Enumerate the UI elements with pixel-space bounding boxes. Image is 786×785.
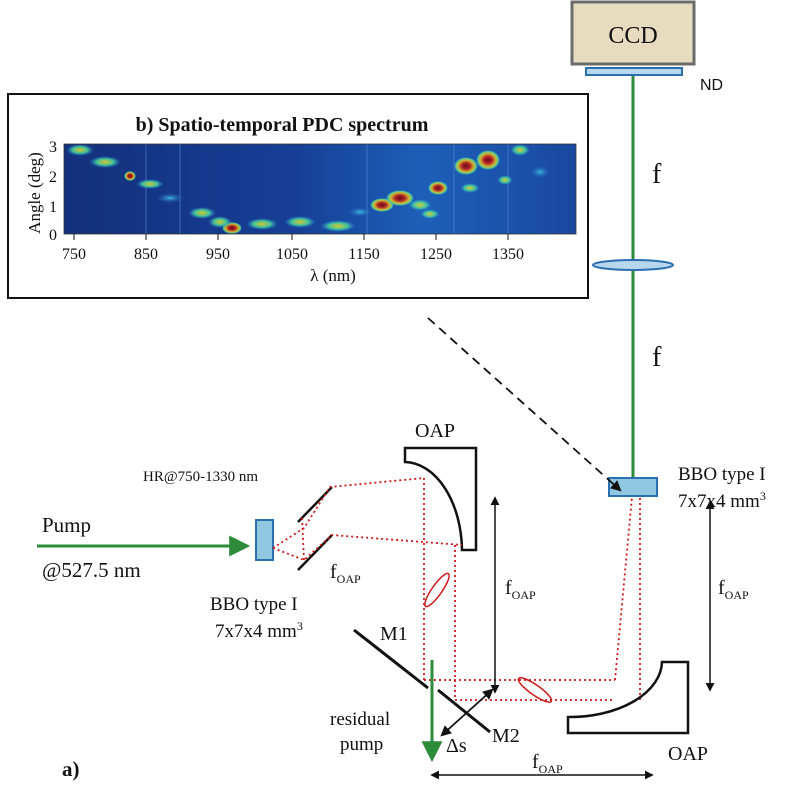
hr-mirror-upper <box>297 486 333 523</box>
inset-x-tick-1250: 1250 <box>420 246 452 263</box>
inset-pointer-line <box>427 317 622 492</box>
bbo-right-size: 7x7x4 mm3 <box>678 489 766 512</box>
residual-pump-label-1: residual <box>330 709 390 730</box>
m1-label: M1 <box>380 623 408 645</box>
focal-length-f-bottom: f <box>652 342 662 373</box>
inset-x-tick-1350: 1350 <box>492 246 524 263</box>
inset-x-axis-label: λ (nm) <box>310 266 356 285</box>
f-oap-label-bottom: fOAP <box>532 751 563 776</box>
delta-s-label: Δs <box>446 735 467 757</box>
f-oap-label-right: fOAP <box>718 577 749 602</box>
mirror-m2 <box>437 688 491 734</box>
inset-x-tick-950: 950 <box>206 246 230 263</box>
cylindrical-lens-horizontal <box>517 677 553 703</box>
hr-mirror-label: HR@750-1330 nm <box>143 469 258 485</box>
inset-title: b) Spatio-temporal PDC spectrum <box>136 114 429 136</box>
bbo-crystal-left <box>255 519 274 561</box>
mirror-m1 <box>353 628 429 690</box>
bbo-right-type: BBO type I <box>678 464 766 485</box>
cylindrical-lens-vertical <box>424 572 450 608</box>
pump-label: Pump <box>42 513 91 537</box>
inset-y-tick-2: 2 <box>49 169 57 186</box>
oap-bottom-label: OAP <box>668 743 708 765</box>
inset-x-tick-750: 750 <box>62 246 86 263</box>
pump-wavelength-label: @527.5 nm <box>42 558 141 582</box>
focal-length-f-top: f <box>652 159 662 190</box>
inset-y-tick-1: 1 <box>49 199 57 216</box>
nd-filter <box>585 67 683 76</box>
ccd-label: CCD <box>608 23 657 49</box>
bbo-crystal-right <box>608 477 658 497</box>
inset-y-axis-label: Angle (deg) <box>25 152 44 234</box>
inset-x-tick-marks <box>73 234 509 240</box>
f-oap-label-left: fOAP <box>330 561 361 586</box>
f-oap-label-middle: fOAP <box>505 577 536 602</box>
oap-mirror-top <box>403 446 478 552</box>
hr-mirror-lower <box>297 534 333 571</box>
inset-y-tick-0: 0 <box>49 227 57 244</box>
m2-label: M2 <box>492 725 520 747</box>
inset-x-tick-1050: 1050 <box>276 246 308 263</box>
inset-x-tick-850: 850 <box>134 246 158 263</box>
bbo-left-type: BBO type I <box>210 594 298 615</box>
oap-top-label: OAP <box>415 420 455 442</box>
oap-mirror-bottom <box>566 660 690 735</box>
delta-s-arrow <box>440 688 494 737</box>
spectrum-image <box>63 143 577 235</box>
panel-a-label: a) <box>62 757 80 781</box>
nd-label: ND <box>700 77 723 94</box>
ccd-camera <box>570 0 696 66</box>
signal-beam-paths <box>272 477 641 701</box>
inset-x-tick-1150: 1150 <box>348 246 379 263</box>
bbo-left-size: 7x7x4 mm3 <box>215 619 303 642</box>
inset-y-tick-3: 3 <box>49 139 57 156</box>
imaging-lens <box>592 259 674 271</box>
residual-pump-label-2: pump <box>340 734 383 755</box>
